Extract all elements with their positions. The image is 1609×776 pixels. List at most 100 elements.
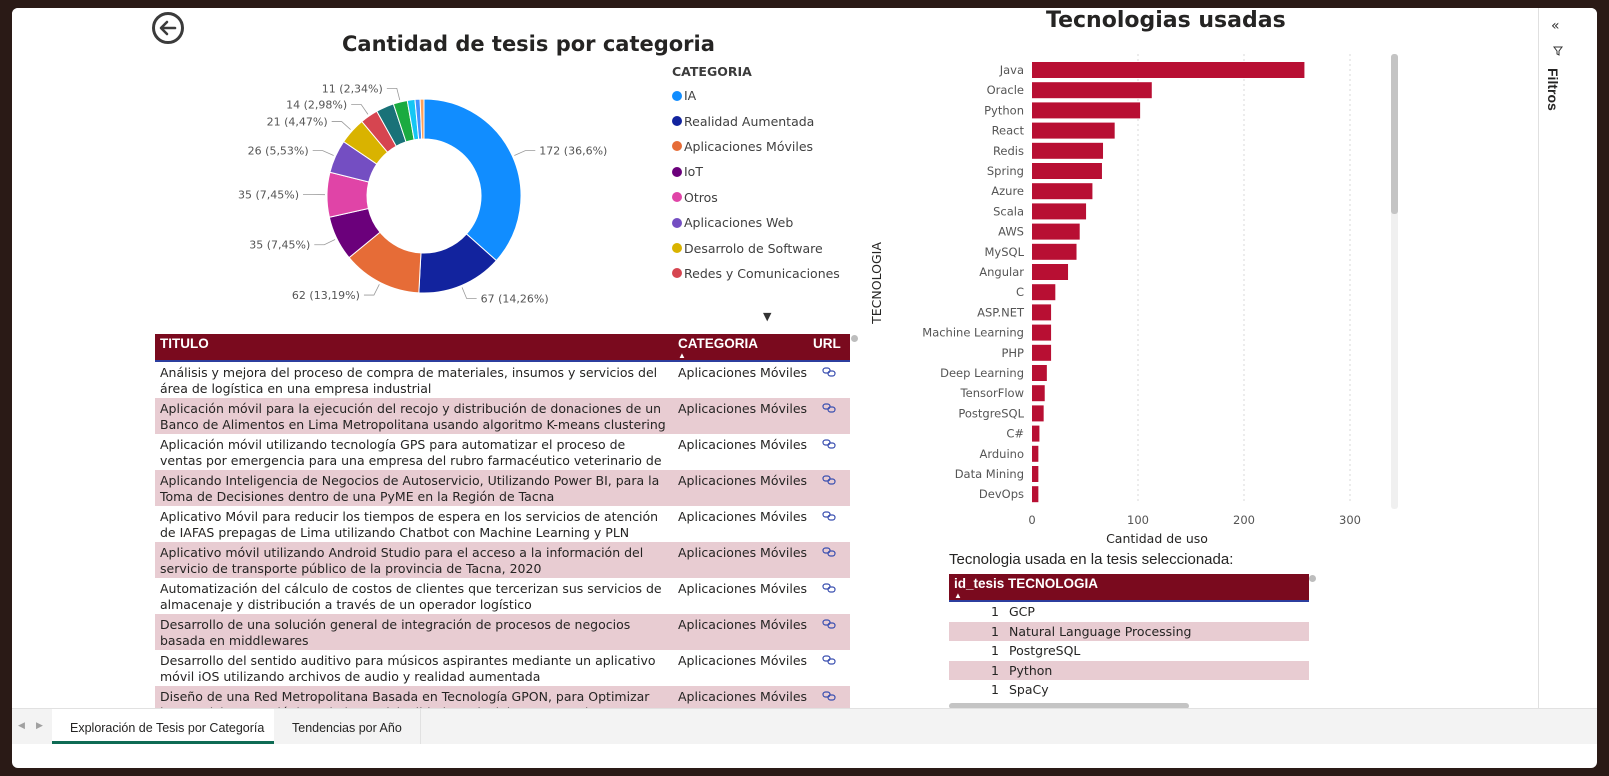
bar[interactable] bbox=[1032, 284, 1056, 301]
bar[interactable] bbox=[1032, 365, 1047, 381]
filters-label[interactable]: Filtros bbox=[1545, 68, 1561, 111]
link-icon[interactable] bbox=[808, 470, 850, 506]
table-row[interactable]: Análisis y mejora del proceso de compra … bbox=[155, 362, 850, 398]
bar-chart-scrollbar[interactable] bbox=[1391, 54, 1398, 509]
link-icon[interactable] bbox=[808, 434, 850, 470]
page-tab[interactable]: Tendencias por Año bbox=[274, 709, 421, 744]
bar[interactable] bbox=[1032, 102, 1141, 119]
y-tick-label: Machine Learning bbox=[922, 326, 1024, 340]
collapse-icon[interactable]: « bbox=[1551, 18, 1560, 34]
table-row[interactable]: 1 PostgreSQL bbox=[949, 641, 1309, 661]
link-icon[interactable] bbox=[808, 614, 850, 650]
header-titulo[interactable]: TITULO bbox=[160, 336, 209, 351]
bar-chart[interactable]: 0 100 200 300 Java Oracle Python React Redis Spri… bbox=[862, 48, 1392, 548]
link-icon[interactable] bbox=[808, 398, 850, 434]
bar[interactable] bbox=[1032, 223, 1080, 240]
donut-data-label: 26 (5,53%) bbox=[248, 145, 309, 158]
tech-table-scroll-indicator[interactable] bbox=[1309, 575, 1316, 582]
bar[interactable] bbox=[1032, 163, 1102, 179]
table-row[interactable]: 1 GCP bbox=[949, 602, 1309, 622]
y-tick-label: DevOps bbox=[979, 487, 1024, 501]
y-tick-label: ASP.NET bbox=[977, 305, 1025, 319]
cell-categoria: Aplicaciones Móviles bbox=[678, 509, 808, 524]
page-tab[interactable]: Exploración de Tesis por Categoría bbox=[52, 709, 284, 744]
table-row[interactable]: Automatización del cálculo de costos de … bbox=[155, 578, 850, 614]
bar[interactable] bbox=[1032, 405, 1044, 422]
y-tick-label: C bbox=[1016, 285, 1024, 299]
legend-item[interactable]: Otros bbox=[672, 185, 840, 210]
bar[interactable] bbox=[1032, 142, 1104, 159]
link-icon[interactable] bbox=[808, 578, 850, 614]
legend-more-arrow[interactable]: ▼ bbox=[763, 310, 772, 323]
table-row[interactable]: Desarrollo de una solución general de in… bbox=[155, 614, 850, 650]
table-row[interactable]: Aplicación móvil utilizando tecnología G… bbox=[155, 434, 850, 470]
y-tick-label: Oracle bbox=[987, 83, 1024, 97]
tech-table-title: Tecnologia usada en la tesis seleccionad… bbox=[949, 551, 1234, 568]
bar[interactable] bbox=[1032, 466, 1039, 482]
cell-titulo: Aplicación móvil para la ejecución del r… bbox=[160, 401, 666, 432]
link-icon[interactable] bbox=[808, 650, 850, 686]
next-page-arrow-icon[interactable]: ▶ bbox=[36, 721, 43, 731]
bar[interactable] bbox=[1032, 82, 1152, 99]
legend-item[interactable]: Redes y Comunicaciones bbox=[672, 261, 840, 286]
hscroll-thumb[interactable] bbox=[949, 703, 1189, 709]
donut-data-label: 35 (7,45%) bbox=[249, 239, 310, 252]
x-tick-label: 100 bbox=[1127, 513, 1149, 527]
table-scroll-indicator[interactable] bbox=[851, 335, 858, 342]
table-row[interactable]: Aplicativo Móvil para reducir los tiempo… bbox=[155, 506, 850, 542]
bar[interactable] bbox=[1032, 203, 1087, 220]
arrow-left-icon bbox=[159, 20, 177, 36]
back-button[interactable] bbox=[152, 12, 184, 44]
tech-table-header: id_tesis ▲ TECNOLOGIA bbox=[949, 574, 1309, 602]
legend-item[interactable]: Desarrolo de Software bbox=[672, 235, 840, 260]
table-row[interactable]: 1 SpaCy bbox=[949, 680, 1309, 700]
bar[interactable] bbox=[1032, 445, 1039, 462]
bar[interactable] bbox=[1032, 425, 1040, 442]
link-icon[interactable] bbox=[808, 362, 850, 398]
header-tecnologia[interactable]: TECNOLOGIA bbox=[1008, 576, 1098, 591]
tech-table-hscroll[interactable] bbox=[949, 702, 1309, 710]
donut-leader-line bbox=[331, 121, 351, 130]
sort-ascending-icon: ▲ bbox=[678, 351, 686, 360]
bar[interactable] bbox=[1032, 304, 1052, 321]
table-row[interactable]: Desarrollo del sentido auditivo para mús… bbox=[155, 650, 850, 686]
header-categoria[interactable]: CATEGORIA ▲ bbox=[673, 334, 808, 360]
legend-item[interactable]: Aplicaciones Móviles bbox=[672, 134, 840, 159]
bar[interactable] bbox=[1032, 344, 1052, 361]
link-icon[interactable] bbox=[808, 506, 850, 542]
bar[interactable] bbox=[1032, 243, 1077, 260]
bar[interactable] bbox=[1032, 183, 1093, 200]
cell-categoria: Aplicaciones Móviles bbox=[678, 653, 808, 668]
table-row[interactable]: Aplicación móvil para la ejecución del r… bbox=[155, 398, 850, 434]
bar[interactable] bbox=[1032, 264, 1069, 280]
donut-leader-line bbox=[514, 150, 536, 156]
legend-title: CATEGORIA bbox=[672, 64, 752, 79]
table-row[interactable]: Aplicando Inteligencia de Negocios de Au… bbox=[155, 470, 850, 506]
scrollbar-thumb[interactable] bbox=[1391, 54, 1398, 214]
donut-slice[interactable] bbox=[423, 98, 522, 262]
donut-slice[interactable] bbox=[419, 98, 425, 140]
donut-chart[interactable]: 172 (36,6%) 67 (14,26%) 62 (13,19%) 35 (7,4… bbox=[232, 78, 642, 318]
cell-titulo: Aplicación móvil utilizando tecnología G… bbox=[160, 437, 662, 470]
table-row[interactable]: 1 Python bbox=[949, 660, 1309, 680]
y-tick-label: TensorFlow bbox=[960, 386, 1024, 400]
header-url[interactable]: URL bbox=[813, 336, 841, 351]
table-row[interactable]: 1 Natural Language Processing bbox=[949, 621, 1309, 641]
legend-item[interactable]: Realidad Aumentada bbox=[672, 108, 840, 133]
bar[interactable] bbox=[1032, 486, 1039, 503]
bar[interactable] bbox=[1032, 122, 1115, 139]
link-icon[interactable] bbox=[808, 542, 850, 578]
donut-legend: CATEGORIA IA Realidad Aumentada Aplicacion… bbox=[672, 64, 840, 286]
legend-item[interactable]: IA bbox=[672, 83, 840, 108]
header-id-tesis[interactable]: id_tesis ▲ bbox=[949, 574, 1004, 600]
bar[interactable] bbox=[1032, 385, 1045, 402]
prev-page-arrow-icon[interactable]: ◀ bbox=[18, 721, 25, 731]
cell-id-tesis: 1 bbox=[991, 623, 999, 639]
link-icon[interactable] bbox=[808, 686, 850, 714]
legend-item[interactable]: IoT bbox=[672, 159, 840, 184]
bar[interactable] bbox=[1032, 62, 1305, 78]
thesis-table: TITULO CATEGORIA ▲ URL Análisis y mejora … bbox=[155, 334, 850, 714]
legend-item[interactable]: Aplicaciones Web bbox=[672, 210, 840, 235]
table-row[interactable]: Aplicativo móvil utilizando Android Stud… bbox=[155, 542, 850, 578]
bar[interactable] bbox=[1032, 324, 1052, 341]
